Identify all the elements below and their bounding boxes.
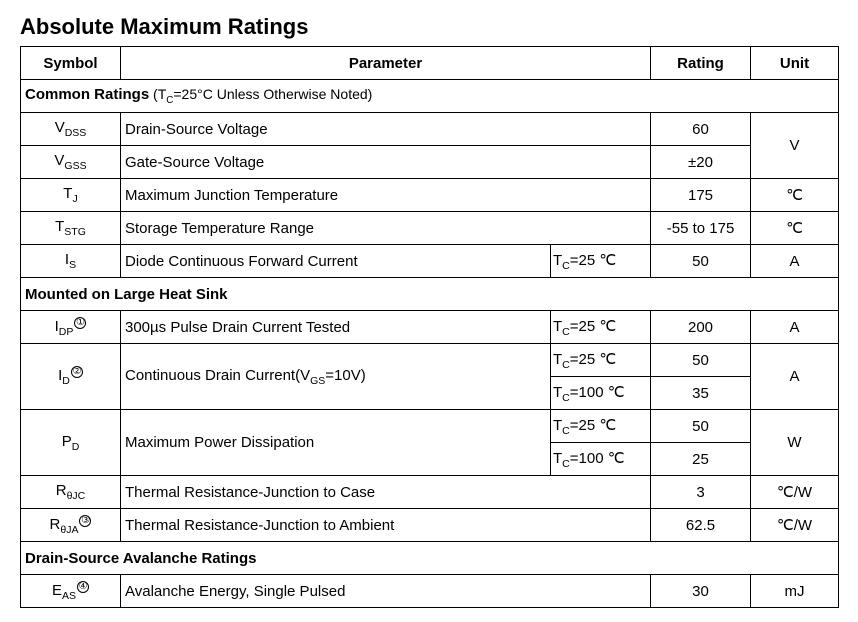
rating-value: 25 xyxy=(651,443,751,476)
row-rjc: RθJC Thermal Resistance-Junction to Case… xyxy=(21,476,839,509)
row-tstg: TSTG Storage Temperature Range -55 to 17… xyxy=(21,212,839,245)
symbol-text: T xyxy=(55,218,64,235)
header-unit: Unit xyxy=(751,47,839,80)
rating-value: 30 xyxy=(651,575,751,608)
footnote-icon: ① xyxy=(74,317,86,329)
condition-text: TC=25 ℃ xyxy=(551,245,651,278)
param-text: Avalanche Energy, Single Pulsed xyxy=(121,575,651,608)
param-text: Drain-Source Voltage xyxy=(121,113,651,146)
footnote-icon: ④ xyxy=(77,581,89,593)
header-symbol: Symbol xyxy=(21,47,121,80)
rating-value: 60 xyxy=(651,113,751,146)
section-avalanche: Drain-Source Avalanche Ratings xyxy=(21,542,839,575)
param-text: Thermal Resistance-Junction to Case xyxy=(121,476,651,509)
ratings-table: Symbol Parameter Rating Unit Common Rati… xyxy=(20,46,839,608)
section-label: Common Ratings xyxy=(25,86,149,103)
row-vgss: VGSS Gate-Source Voltage ±20 xyxy=(21,146,839,179)
symbol-sub: J xyxy=(72,193,77,205)
param-text: Thermal Resistance-Junction to Ambient xyxy=(121,509,651,542)
row-eas: EAS④ Avalanche Energy, Single Pulsed 30 … xyxy=(21,575,839,608)
rating-value: 50 xyxy=(651,344,751,377)
section-heat-sink: Mounted on Large Heat Sink xyxy=(21,278,839,311)
symbol-text: R xyxy=(50,516,61,533)
unit-text: W xyxy=(751,410,839,476)
section-common-ratings: Common Ratings (TC=25°C Unless Otherwise… xyxy=(21,80,839,113)
param-text: Continuous Drain Current(VGS=10V) xyxy=(121,344,551,410)
symbol-sub: D xyxy=(62,375,70,387)
header-row: Symbol Parameter Rating Unit xyxy=(21,47,839,80)
condition-text: TC=100 ℃ xyxy=(551,377,651,410)
unit-text: ℃ xyxy=(751,212,839,245)
param-text: Maximum Junction Temperature xyxy=(121,179,651,212)
param-text: Storage Temperature Range xyxy=(121,212,651,245)
row-id-1: ID② Continuous Drain Current(VGS=10V) TC… xyxy=(21,344,839,377)
row-rja: RθJA③ Thermal Resistance-Junction to Amb… xyxy=(21,509,839,542)
unit-text: V xyxy=(751,113,839,179)
row-idp: IDP① 300µs Pulse Drain Current Tested TC… xyxy=(21,311,839,344)
rating-value: 50 xyxy=(651,410,751,443)
symbol-text: R xyxy=(56,482,67,499)
condition-text: TC=25 ℃ xyxy=(551,311,651,344)
section-label: Drain-Source Avalanche Ratings xyxy=(21,542,839,575)
page-title: Absolute Maximum Ratings xyxy=(20,14,838,40)
unit-text: A xyxy=(751,344,839,410)
symbol-sub: θJA xyxy=(60,524,78,536)
symbol-sub: S xyxy=(69,259,76,271)
unit-text: A xyxy=(751,311,839,344)
rating-value: ±20 xyxy=(651,146,751,179)
unit-text: A xyxy=(751,245,839,278)
param-text: Diode Continuous Forward Current xyxy=(121,245,551,278)
symbol-text: E xyxy=(52,582,62,599)
condition-text: TC=25 ℃ xyxy=(551,344,651,377)
row-vdss: VDSS Drain-Source Voltage 60 V xyxy=(21,113,839,146)
footnote-icon: ② xyxy=(71,366,83,378)
row-is: IS Diode Continuous Forward Current TC=2… xyxy=(21,245,839,278)
unit-text: ℃ xyxy=(751,179,839,212)
row-pd-1: PD Maximum Power Dissipation TC=25 ℃ 50 … xyxy=(21,410,839,443)
footnote-icon: ③ xyxy=(79,515,91,527)
unit-text: mJ xyxy=(751,575,839,608)
section-label: Mounted on Large Heat Sink xyxy=(21,278,839,311)
symbol-text: V xyxy=(54,152,64,169)
rating-value: 50 xyxy=(651,245,751,278)
rating-value: 175 xyxy=(651,179,751,212)
unit-text: ℃/W xyxy=(751,509,839,542)
symbol-text: P xyxy=(62,433,72,450)
param-text: Maximum Power Dissipation xyxy=(121,410,551,476)
rating-value: -55 to 175 xyxy=(651,212,751,245)
rating-value: 62.5 xyxy=(651,509,751,542)
symbol-text: V xyxy=(55,119,65,136)
condition-text: TC=25 ℃ xyxy=(551,410,651,443)
unit-text: ℃/W xyxy=(751,476,839,509)
symbol-sub: θJC xyxy=(67,490,86,502)
symbol-sub: DP xyxy=(59,326,74,338)
param-text: Gate-Source Voltage xyxy=(121,146,651,179)
symbol-sub: GSS xyxy=(64,160,86,172)
param-text: 300µs Pulse Drain Current Tested xyxy=(121,311,551,344)
rating-value: 35 xyxy=(651,377,751,410)
rating-value: 3 xyxy=(651,476,751,509)
symbol-sub: STG xyxy=(64,226,86,238)
header-rating: Rating xyxy=(651,47,751,80)
row-tj: TJ Maximum Junction Temperature 175 ℃ xyxy=(21,179,839,212)
symbol-sub: D xyxy=(72,441,80,453)
symbol-sub: AS xyxy=(62,590,76,602)
condition-text: TC=100 ℃ xyxy=(551,443,651,476)
header-parameter: Parameter xyxy=(121,47,651,80)
symbol-sub: DSS xyxy=(65,127,87,139)
rating-value: 200 xyxy=(651,311,751,344)
section-note: (TC=25°C Unless Otherwise Noted) xyxy=(149,86,372,102)
